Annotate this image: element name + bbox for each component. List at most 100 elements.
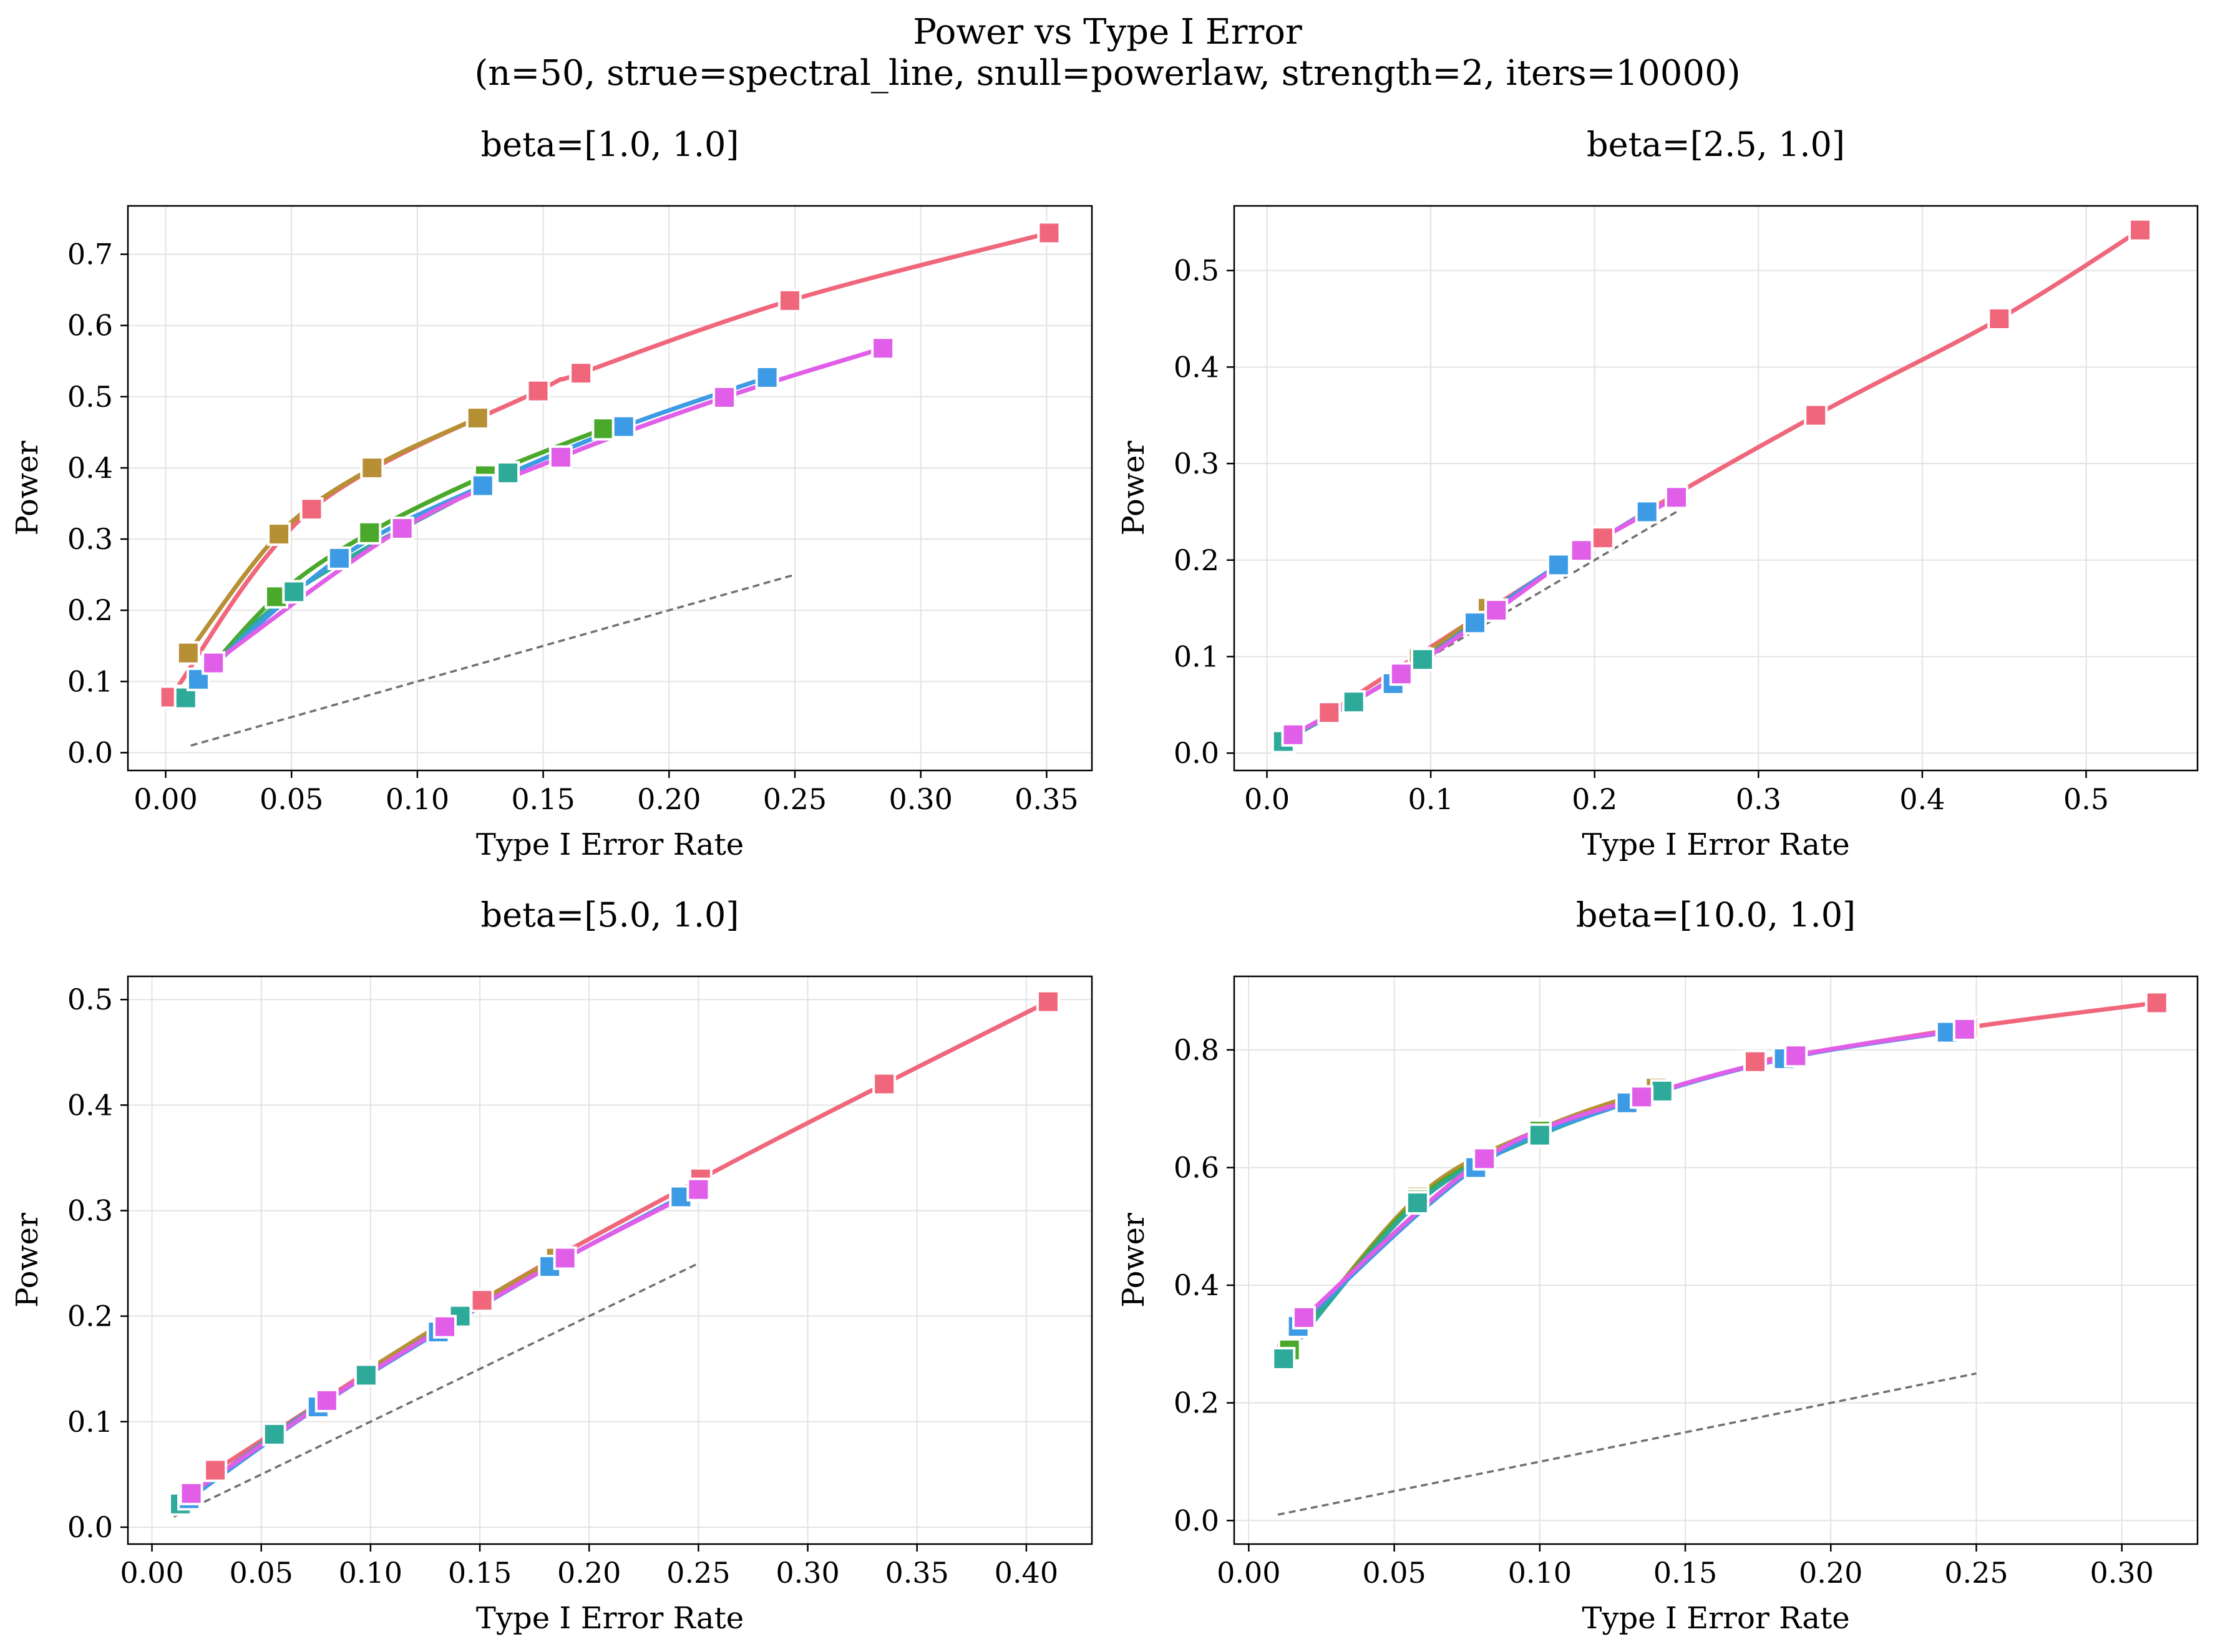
x-tick-label: 0.30 xyxy=(888,782,952,816)
x-tick-label: 0.20 xyxy=(637,782,701,816)
series-6-marker xyxy=(1952,1017,1977,1041)
x-tick-label: 0.00 xyxy=(134,782,197,816)
subplot-title: beta=[10.0, 1.0] xyxy=(1576,895,1856,935)
y-tick-label: 0.1 xyxy=(1174,639,1219,673)
series-6-marker xyxy=(1292,1305,1316,1329)
series-4-marker xyxy=(262,1422,286,1447)
series-1-marker xyxy=(2144,991,2169,1015)
series-5-marker xyxy=(1546,553,1570,577)
series-1-marker xyxy=(1037,221,1061,245)
reference-line xyxy=(190,573,796,747)
x-tick-label: 0.15 xyxy=(1653,1556,1717,1590)
series-line-1 xyxy=(168,230,1051,699)
subplots: 0.00 0.05 0.10 0.15 0.20 0.25 0.30 0.350.00.10.… xyxy=(10,125,2199,1636)
series-line-5 xyxy=(1296,1030,1950,1329)
y-tick-label: 0.2 xyxy=(67,1300,113,1333)
series-1-marker xyxy=(299,497,324,522)
x-axis-label: Type I Error Rate xyxy=(1582,1601,1849,1636)
y-tick-label: 0.4 xyxy=(1174,350,1219,384)
series-6-marker xyxy=(1281,722,1305,747)
x-tick-label: 0.5 xyxy=(2063,782,2109,816)
x-tick-label: 0.30 xyxy=(2090,1556,2154,1590)
axes-frame xyxy=(1233,205,2199,772)
y-tick-label: 0.4 xyxy=(1174,1268,1219,1302)
y-tick-label: 0.2 xyxy=(1174,1386,1219,1420)
x-tick-label: 0.25 xyxy=(666,1556,730,1590)
series-1-marker xyxy=(569,361,593,386)
y-tick-label: 0.2 xyxy=(67,593,113,627)
subplot-4: 0.00 0.05 0.10 0.15 0.20 0.25 0.30 0.0 0.2 0.4 0.6… xyxy=(1116,895,2199,1636)
series-3-marker xyxy=(358,520,382,545)
series-1-marker xyxy=(1590,526,1615,550)
series-6-marker xyxy=(1484,598,1509,623)
x-tick-label: 0.40 xyxy=(995,1556,1058,1590)
y-tick-label: 0.3 xyxy=(1174,447,1219,480)
series-6-marker xyxy=(1664,485,1688,510)
series-line-2 xyxy=(186,415,480,656)
series-4-marker xyxy=(1272,1346,1296,1371)
x-tick-label: 0.05 xyxy=(229,1556,293,1590)
series-5-marker xyxy=(470,474,495,498)
series-6-marker xyxy=(1473,1147,1497,1171)
axes-frame xyxy=(127,205,1093,772)
series-4-marker xyxy=(1650,1079,1674,1103)
series-line-3 xyxy=(1287,1129,1542,1353)
figure-title: Power vs Type I Error xyxy=(913,12,1302,52)
x-tick-label: 0.25 xyxy=(1944,1556,2008,1590)
subplot-3: 0.00 0.05 0.10 0.15 0.20 0.25 0.30 0.35 0.40 0.0 0… xyxy=(10,895,1093,1636)
series-6-marker xyxy=(432,1314,457,1339)
series-5-marker xyxy=(327,546,351,570)
y-tick-label: 0.0 xyxy=(67,736,113,769)
figure-subtitle: (n=50, strue=spectral_line, snull=powerl… xyxy=(474,53,1740,94)
series-6-marker xyxy=(390,516,414,540)
x-tick-label: 0.20 xyxy=(1799,1556,1862,1590)
x-tick-label: 0.35 xyxy=(885,1556,949,1590)
series-6-marker xyxy=(686,1177,711,1202)
series-6-marker xyxy=(1784,1044,1808,1068)
y-tick-label: 0.1 xyxy=(67,1405,113,1439)
series-line-2 xyxy=(1284,1086,1658,1355)
series-2-marker xyxy=(360,455,384,480)
series-1-marker xyxy=(1036,989,1060,1014)
y-tick-label: 0.2 xyxy=(1174,543,1219,577)
series-4-marker xyxy=(1405,1191,1429,1215)
y-tick-label: 0.6 xyxy=(1174,1150,1219,1184)
series-6-marker xyxy=(1389,662,1413,686)
series-6-marker xyxy=(548,445,573,469)
series-4-marker xyxy=(1341,690,1366,714)
series-1-marker xyxy=(872,1072,897,1096)
x-tick-label: 0.15 xyxy=(511,782,575,816)
x-tick-label: 0.00 xyxy=(1217,1556,1280,1590)
y-axis-label: Power xyxy=(10,1213,45,1308)
x-axis-label: Type I Error Rate xyxy=(476,1601,744,1636)
y-tick-label: 0.5 xyxy=(67,983,113,1016)
series-5-marker xyxy=(755,366,779,390)
x-axis-label: Type I Error Rate xyxy=(1582,827,1849,862)
y-tick-label: 0.4 xyxy=(67,451,113,485)
axes-frame xyxy=(1233,975,2199,1545)
series-1-marker xyxy=(777,288,802,313)
series-1-marker xyxy=(1804,403,1828,427)
y-tick-label: 0.5 xyxy=(1174,254,1219,288)
y-axis-label: Power xyxy=(10,441,45,536)
series-1-marker xyxy=(203,1458,228,1482)
series-4-marker xyxy=(1527,1123,1552,1147)
series-1-marker xyxy=(526,379,550,403)
series-line-4 xyxy=(1281,1089,1665,1361)
y-tick-label: 0.8 xyxy=(1174,1033,1219,1067)
series-4-marker xyxy=(282,580,306,604)
y-tick-label: 0.7 xyxy=(67,238,113,271)
series-line-6 xyxy=(1302,1027,1967,1320)
x-tick-label: 0.0 xyxy=(1244,782,1290,816)
series-6-marker xyxy=(713,385,737,409)
x-tick-label: 0.30 xyxy=(776,1556,839,1590)
axes-frame xyxy=(127,975,1093,1545)
y-tick-label: 0.5 xyxy=(67,380,113,414)
x-tick-label: 0.3 xyxy=(1736,782,1781,816)
series-5-marker xyxy=(611,414,636,439)
series-line-3 xyxy=(183,426,606,699)
series-2-marker xyxy=(176,641,200,665)
series-6-marker xyxy=(1569,538,1594,563)
x-tick-label: 0.1 xyxy=(1408,782,1454,816)
series-line-1 xyxy=(213,999,1051,1473)
